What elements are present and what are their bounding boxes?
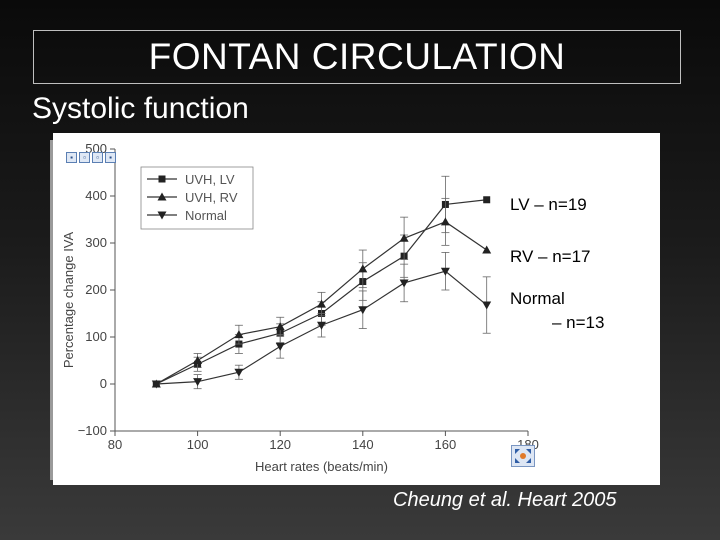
lv-annotation: LV – n=19 (510, 195, 587, 214)
data-point (482, 301, 492, 310)
data-point (317, 299, 326, 308)
line-chart: −100010020030040050080100120140160180Hea… (61, 141, 539, 474)
y-tick-label: 400 (85, 188, 107, 203)
legend-marker (157, 211, 167, 220)
y-tick-label: 300 (85, 235, 107, 250)
y-tick-label: 0 (100, 376, 107, 391)
data-point (440, 267, 450, 276)
data-point (399, 233, 409, 242)
data-point (440, 217, 450, 226)
y-axis-label: Percentage change IVA (61, 231, 76, 368)
y-tick-label: −100 (78, 423, 107, 438)
rv-annotation: RV – n=17 (510, 247, 591, 266)
data-point (275, 342, 285, 351)
chart-toolbar: ▪ ▫ ▫ ▪ (66, 152, 116, 163)
legend-label: UVH, LV (185, 172, 235, 187)
legend-marker (158, 175, 166, 183)
data-point (275, 322, 285, 331)
x-axis-label: Heart rates (beats/min) (255, 459, 388, 474)
chart-panel: −100010020030040050080100120140160180Hea… (53, 133, 660, 485)
normal-annotation-line1: Normal (510, 289, 565, 308)
legend-label: UVH, RV (185, 190, 238, 205)
y-tick-label: 200 (85, 282, 107, 297)
data-point (482, 245, 492, 254)
x-tick-label: 160 (435, 437, 457, 452)
data-point (193, 356, 203, 364)
citation: Cheung et al. Heart 2005 (393, 489, 617, 511)
slide-title: FONTAN CIRCULATION (148, 36, 566, 77)
legend-label: Normal (185, 208, 227, 223)
legend-marker (157, 192, 167, 201)
expand-icon[interactable] (511, 445, 535, 467)
print-icon[interactable]: ▫ (79, 152, 90, 163)
x-tick-label: 80 (108, 437, 122, 452)
data-point (193, 378, 203, 387)
data-point (399, 279, 409, 288)
data-point (317, 321, 326, 330)
data-point (151, 380, 161, 389)
x-tick-label: 120 (269, 437, 291, 452)
normal-annotation-line2: – n=13 (552, 313, 605, 332)
data-point (234, 368, 244, 377)
folder-icon[interactable]: ▪ (105, 152, 116, 163)
data-point (358, 264, 368, 273)
data-point (234, 330, 244, 339)
save-icon[interactable]: ▪ (66, 152, 77, 163)
x-tick-label: 140 (352, 437, 374, 452)
copy-icon[interactable]: ▫ (92, 152, 103, 163)
data-point (358, 306, 368, 315)
title-box: FONTAN CIRCULATION (33, 30, 681, 84)
x-tick-label: 100 (187, 437, 209, 452)
y-tick-label: 100 (85, 329, 107, 344)
data-point (483, 196, 491, 204)
slide-subtitle: Systolic function (32, 92, 249, 125)
panel-shadow (50, 140, 54, 480)
